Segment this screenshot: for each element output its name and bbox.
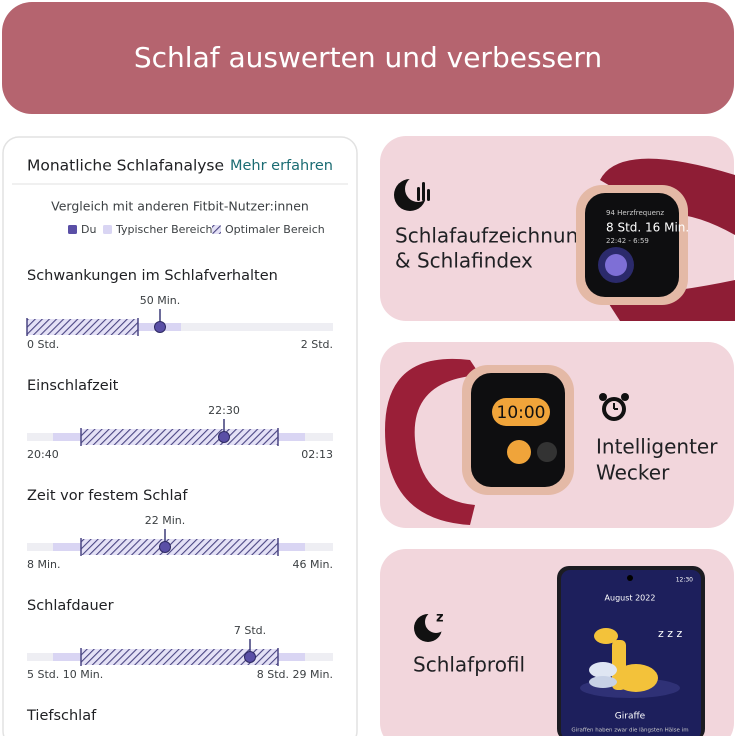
legend-label: Du (81, 223, 96, 236)
marker-dot (159, 541, 171, 553)
marker-dot (218, 431, 230, 443)
phone-text: August 2022 (605, 594, 656, 603)
watch-image (385, 358, 574, 525)
optimal-range (81, 429, 278, 445)
card-subtitle: Vergleich mit anderen Fitbit-Nutzer:inne… (51, 199, 309, 214)
watch-image (576, 158, 735, 321)
svg-text:z: z (436, 611, 444, 626)
value-label: 7 Std. (234, 624, 266, 637)
svg-text:z z z: z z z (658, 627, 683, 640)
phone-image: z z z (557, 566, 705, 736)
watch-text: 22:42 - 6:59 (606, 237, 649, 245)
section-title: Schwankungen im Schlafverhalten (27, 268, 278, 284)
range-min: 5 Std. 10 Min. (27, 668, 103, 681)
section-title: Einschlafzeit (27, 378, 119, 394)
legend-swatch (68, 225, 77, 234)
phone-text: Giraffen haben zwar die längsten Hälse i… (571, 728, 688, 734)
watch-text: 94 Herzfrequenz (606, 209, 664, 217)
section-title: Tiefschlaf (26, 708, 97, 724)
feature-text: Intelligenter (596, 435, 718, 459)
optimal-range (81, 649, 278, 665)
value-label: 22 Min. (145, 514, 186, 527)
sleep-icon: z (414, 611, 447, 642)
phone-text: 12:30 (676, 577, 693, 584)
feature-text: Wecker (596, 461, 670, 485)
range-max: 02:13 (301, 448, 333, 461)
range-min: 0 Std. (27, 338, 59, 351)
range-max: 46 Min. (292, 558, 333, 571)
value-label: 22:30 (208, 404, 240, 417)
feature-text: Schlafprofil (413, 653, 525, 677)
sections: Schwankungen im Schlafverhalten 50 Min. 0 … (26, 268, 333, 724)
legend-swatch (103, 225, 112, 234)
section-title: Schlafdauer (27, 598, 114, 614)
card-title: Monatliche Schlafanalyse (27, 157, 224, 175)
header-banner (2, 2, 734, 114)
section-title: Zeit vor festem Schlaf (27, 488, 188, 504)
range-max: 8 Std. 29 Min. (257, 668, 333, 681)
moon-icon (394, 176, 431, 211)
optimal-range (27, 319, 138, 335)
phone-text: Giraffe (615, 712, 646, 722)
range-max: 2 Std. (301, 338, 333, 351)
watch-text: 8 Std. 16 Min. (606, 221, 689, 235)
legend-swatch (212, 225, 221, 234)
range-min: 20:40 (27, 448, 59, 461)
legend-label: Typischer Bereich (115, 223, 213, 236)
marker-dot (154, 321, 166, 333)
optimal-range (81, 539, 278, 555)
feature-text: & Schlafindex (395, 249, 533, 273)
watch-text: 10:00 (497, 403, 546, 423)
feature-text: Schlafaufzeichnung (395, 224, 591, 248)
range-min: 8 Min. (27, 558, 61, 571)
value-label: 50 Min. (140, 294, 181, 307)
alarm-icon (599, 393, 629, 421)
marker-dot (244, 651, 256, 663)
header-title: Schlaf auswerten und verbessern (134, 41, 602, 74)
legend-label: Optimaler Bereich (225, 223, 325, 236)
card-link[interactable]: Mehr erfahren (230, 158, 333, 174)
